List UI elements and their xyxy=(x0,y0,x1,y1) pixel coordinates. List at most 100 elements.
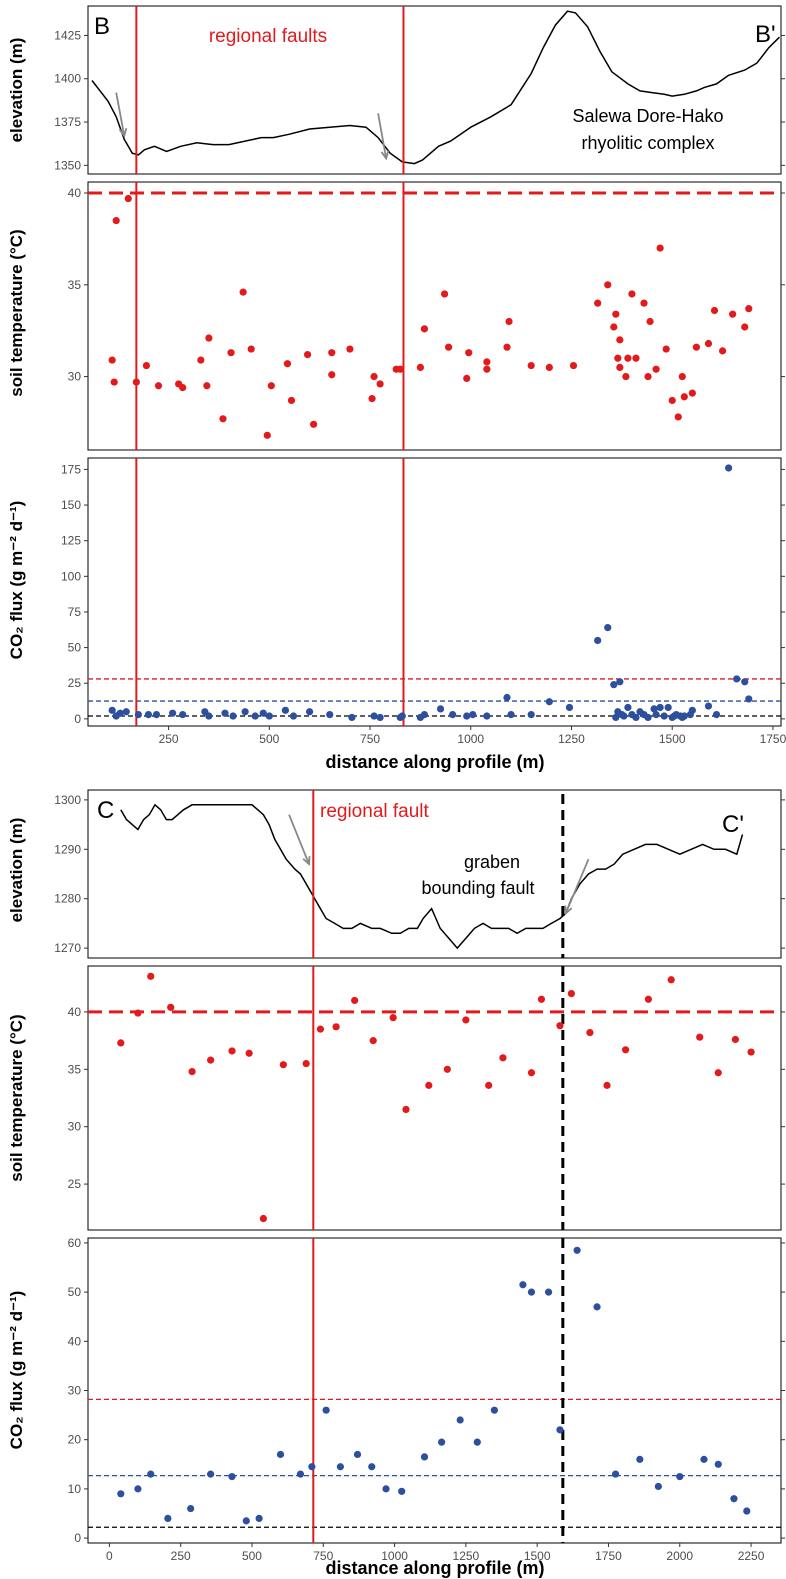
flux-point xyxy=(289,712,298,720)
x-axis-title: distance along profile (m) xyxy=(325,1558,544,1578)
temperature-point xyxy=(603,1081,611,1089)
flux-point xyxy=(281,706,290,714)
ylabel-c-flux: CO₂ flux (g m⁻² d⁻¹) xyxy=(7,1291,26,1450)
y-tick-label: 175 xyxy=(61,462,81,476)
y-tick-label: 35 xyxy=(68,278,82,292)
regional-fault-label: regional fault xyxy=(320,801,430,822)
flux-point xyxy=(490,1406,498,1414)
temperature-point xyxy=(729,310,737,318)
temperature-point xyxy=(503,343,511,351)
temperature-point xyxy=(622,372,630,381)
temperature-point xyxy=(616,363,624,371)
ylabel-b-elevation: elevation (m) xyxy=(7,38,26,143)
flux-point xyxy=(660,712,668,720)
flux-point xyxy=(664,703,672,712)
flux-point xyxy=(463,712,471,720)
fault-arrows xyxy=(288,814,590,916)
temperature-point xyxy=(328,349,336,357)
y-tick-label: 40 xyxy=(68,1334,82,1348)
x-tick-label: 1750 xyxy=(760,732,786,746)
flux-points xyxy=(117,1246,751,1525)
temperature-point xyxy=(465,349,473,357)
panel-c-flux: CO₂ flux (g m⁻² d⁻¹) 0 10 20 30 40 50 60 0 250 5… xyxy=(7,1236,785,1578)
ylabel-text: CO₂ flux (g m⁻² d⁻¹) xyxy=(7,501,26,660)
temperature-point xyxy=(420,325,429,333)
flux-points xyxy=(108,464,753,722)
fault-slip-arrow xyxy=(115,92,126,137)
flux-point xyxy=(730,1495,738,1503)
temperature-point xyxy=(644,995,652,1003)
flux-point xyxy=(276,1450,285,1459)
flux-point xyxy=(336,1463,344,1471)
flux-point xyxy=(251,712,259,720)
x-ticks: 250 500 750 1000 1250 1500 1750 xyxy=(159,726,786,746)
temperature-point xyxy=(279,1061,287,1069)
temperature-point xyxy=(245,1049,253,1057)
fault-arrows xyxy=(115,92,390,161)
y-tick-label: 1280 xyxy=(54,892,81,906)
temperature-point xyxy=(188,1068,196,1076)
flux-point xyxy=(725,464,733,472)
corner-label-right: C' xyxy=(722,811,744,838)
y-tick-label: 40 xyxy=(68,186,82,200)
flux-point xyxy=(620,712,628,720)
flux-point xyxy=(632,713,640,722)
temperature-point xyxy=(485,1081,493,1089)
temperature-point xyxy=(110,378,118,386)
flux-point xyxy=(616,678,624,686)
temperature-point xyxy=(640,299,648,307)
flux-point xyxy=(322,1406,330,1414)
elevation-profile-line xyxy=(91,10,780,165)
x-tick-label: 500 xyxy=(242,1549,262,1563)
flux-point xyxy=(134,1485,142,1493)
temperature-point xyxy=(351,996,359,1005)
x-tick-label: 250 xyxy=(159,732,179,746)
flux-point xyxy=(308,1463,316,1471)
flux-point xyxy=(545,698,553,706)
temperature-point xyxy=(674,413,682,421)
flux-point xyxy=(449,710,457,719)
plot-frame xyxy=(87,789,782,959)
ylabel-c-temperature: soil temperature (°C) xyxy=(7,1014,26,1181)
y-tick-label: 150 xyxy=(61,498,81,512)
flux-point xyxy=(676,1472,684,1481)
y-ticks: 1350 1375 1400 1425 xyxy=(54,28,785,172)
temperature-point xyxy=(402,1105,410,1114)
temperature-point xyxy=(303,350,312,359)
y-tick-label: 25 xyxy=(68,1177,82,1191)
temperature-point xyxy=(731,1035,739,1044)
temperature-point xyxy=(614,354,622,362)
temperature-point xyxy=(463,374,471,383)
flux-point xyxy=(745,695,753,703)
elevation-profile-line xyxy=(120,803,744,950)
flux-point xyxy=(593,1303,601,1311)
y-tick-label: 125 xyxy=(61,534,81,548)
flux-point xyxy=(147,1470,155,1478)
regional-faults-label: regional faults xyxy=(209,26,327,47)
fault-lines xyxy=(135,458,405,726)
temperature-point xyxy=(652,365,660,373)
temperature-point xyxy=(624,354,632,362)
temperature-point xyxy=(287,396,296,405)
temperature-point xyxy=(302,1059,310,1068)
temperature-point xyxy=(621,1046,630,1054)
temperature-point xyxy=(616,336,624,344)
temperature-point xyxy=(124,194,132,203)
flux-point xyxy=(368,1463,376,1471)
plot-frame xyxy=(87,457,782,727)
y-tick-label: 30 xyxy=(68,1120,82,1134)
temperature-point xyxy=(445,343,453,351)
fault-lines xyxy=(312,966,565,1230)
ylabel-text: CO₂ flux (g m⁻² d⁻¹) xyxy=(7,1291,26,1450)
flux-point xyxy=(229,712,237,720)
flux-point xyxy=(370,712,378,720)
flux-point xyxy=(507,710,515,719)
y-tick-label: 35 xyxy=(68,1062,82,1076)
temperature-point xyxy=(505,317,513,326)
temperature-point xyxy=(368,395,376,403)
x-tick-label: 1250 xyxy=(558,732,585,746)
temperature-point xyxy=(263,431,271,439)
flux-point xyxy=(604,624,612,632)
temperature-point xyxy=(741,323,749,331)
flux-point xyxy=(611,1470,620,1478)
